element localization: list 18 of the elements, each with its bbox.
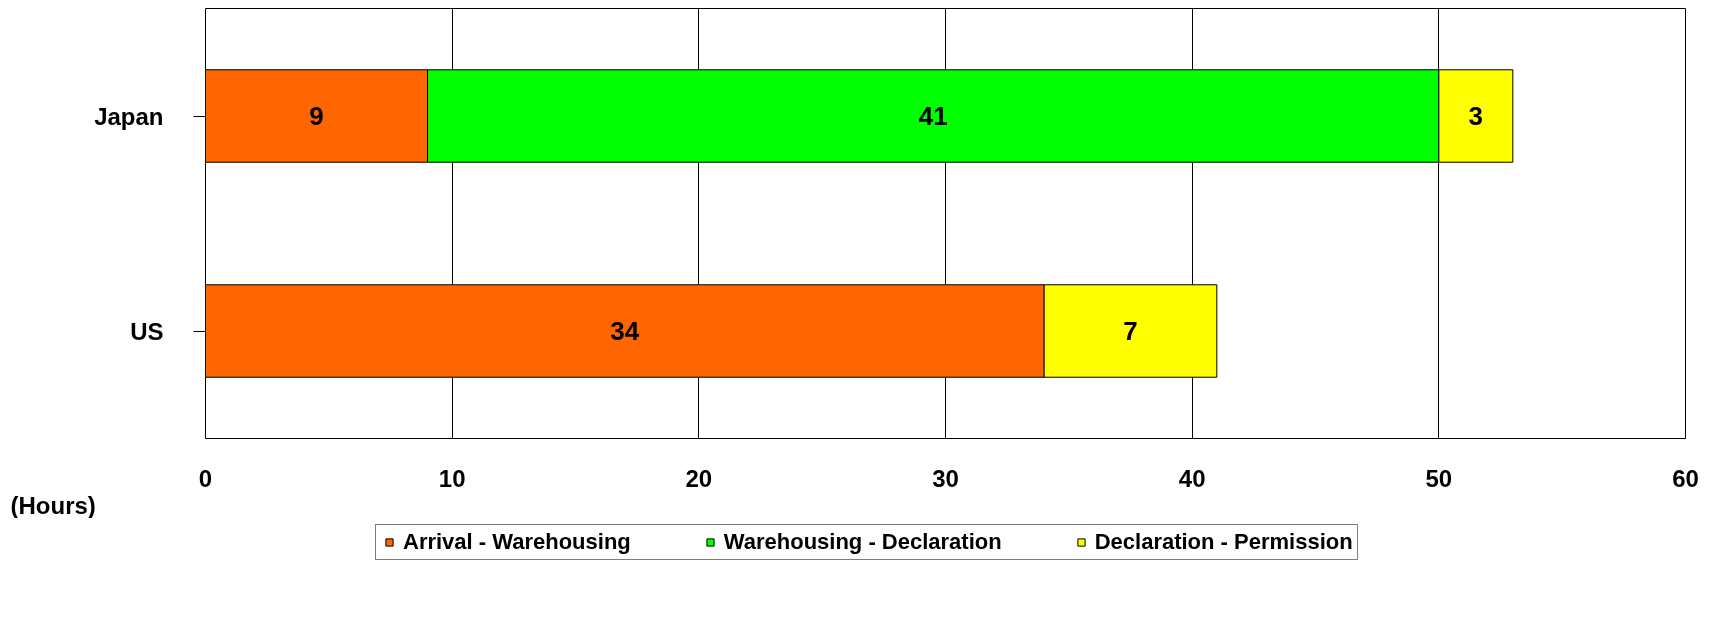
x-tick-label: 30 [932,464,959,492]
x-tick-label: 40 [1178,464,1206,492]
legend-label: Arrival - Warehousing [403,529,631,555]
data-label: 41 [918,101,948,131]
data-label: 7 [1123,316,1138,346]
x-axis-title: (Hours) [10,491,96,519]
x-tick-label: 50 [1425,464,1453,492]
legend-label: Warehousing - Declaration [723,529,1002,555]
x-tick-label: 60 [1672,464,1699,492]
x-tick-label: 20 [685,464,713,492]
y-tick-label: US [130,317,164,345]
data-label: 3 [1468,101,1484,131]
data-label: 9 [309,101,324,131]
data-label: 34 [610,316,640,346]
x-tick-label: 10 [438,464,466,492]
y-tick-label: Japan [94,102,164,130]
x-tick-label: 0 [198,464,213,492]
legend-label: Declaration - Permission [1094,529,1353,555]
